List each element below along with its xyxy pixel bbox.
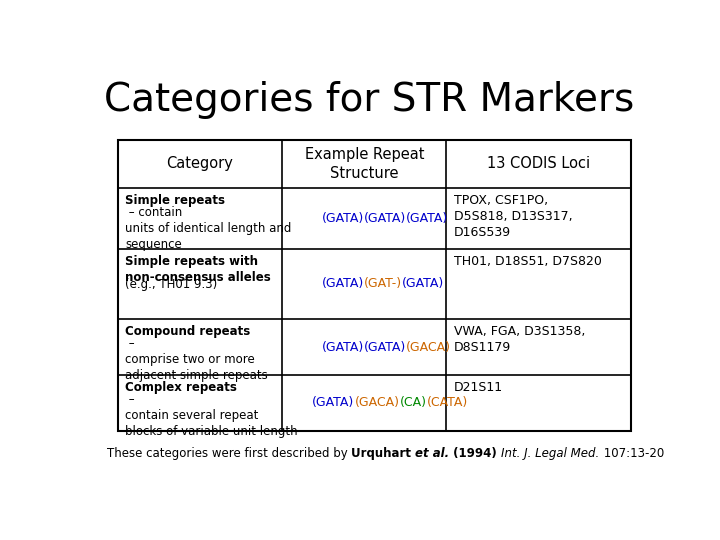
- Text: These categories were first described by: These categories were first described by: [107, 447, 351, 460]
- Text: –
contain several repeat
blocks of variable unit length: – contain several repeat blocks of varia…: [125, 393, 298, 438]
- Text: (GACA): (GACA): [354, 396, 400, 409]
- Text: (CA): (CA): [400, 396, 426, 409]
- Text: Urquhart: Urquhart: [351, 447, 415, 460]
- Text: Complex repeats: Complex repeats: [125, 381, 237, 394]
- Text: TH01, D18S51, D7S820: TH01, D18S51, D7S820: [454, 255, 602, 268]
- Text: Compound repeats: Compound repeats: [125, 326, 251, 339]
- Text: Categories for STR Markers: Categories for STR Markers: [104, 82, 634, 119]
- Text: (1994): (1994): [449, 447, 501, 460]
- Text: (GATA): (GATA): [406, 212, 449, 225]
- Text: Simple repeats: Simple repeats: [125, 194, 225, 207]
- Text: et al.: et al.: [415, 447, 449, 460]
- Text: Category: Category: [166, 157, 233, 171]
- Text: VWA, FGA, D3S1358,
D8S1179: VWA, FGA, D3S1358, D8S1179: [454, 326, 585, 354]
- Text: 13 CODIS Loci: 13 CODIS Loci: [487, 157, 590, 171]
- Text: (GATA): (GATA): [322, 341, 364, 354]
- Text: (GATA): (GATA): [312, 396, 354, 409]
- Text: TPOX, CSF1PO,
D5S818, D13S317,
D16S539: TPOX, CSF1PO, D5S818, D13S317, D16S539: [454, 194, 572, 239]
- Text: –
comprise two or more
adjacent simple repeats: – comprise two or more adjacent simple r…: [125, 337, 268, 382]
- Text: (GATA): (GATA): [402, 278, 444, 291]
- Text: Example Repeat
Structure: Example Repeat Structure: [305, 147, 424, 181]
- Text: (e.g., TH01 9.3): (e.g., TH01 9.3): [125, 278, 217, 291]
- Text: (GATA): (GATA): [364, 212, 406, 225]
- Text: (GATA): (GATA): [322, 278, 364, 291]
- Text: (GACA): (GACA): [406, 341, 451, 354]
- Text: (GATA): (GATA): [364, 341, 406, 354]
- Text: 107:13-20: 107:13-20: [600, 447, 664, 460]
- Text: (GATA): (GATA): [322, 212, 364, 225]
- Text: (GAT-): (GAT-): [364, 278, 402, 291]
- Text: Simple repeats with
non-consensus alleles: Simple repeats with non-consensus allele…: [125, 255, 271, 284]
- Text: D21S11: D21S11: [454, 381, 503, 394]
- Text: (CATA): (CATA): [426, 396, 467, 409]
- Text: – contain
units of identical length and
sequence: – contain units of identical length and …: [125, 206, 292, 251]
- Text: Int. J. Legal Med.: Int. J. Legal Med.: [501, 447, 600, 460]
